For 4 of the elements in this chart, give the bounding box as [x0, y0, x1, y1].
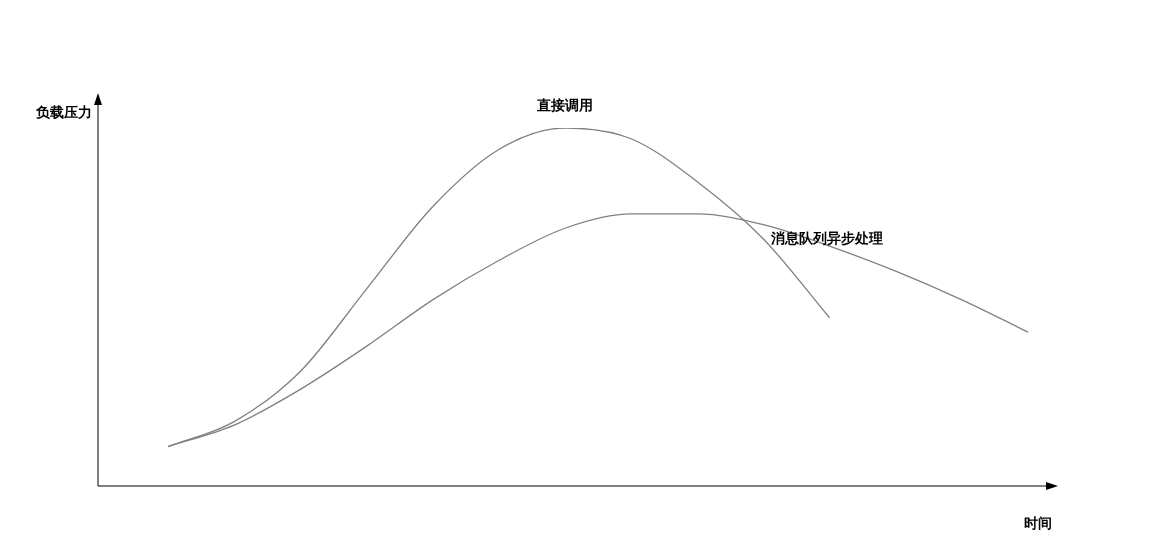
y-axis-title: 负载压力	[35, 103, 92, 120]
series-label: 消息队列异步处理	[770, 229, 884, 246]
x-axis-title: 时间	[1024, 514, 1052, 531]
series-label: 直接调用	[535, 96, 593, 113]
